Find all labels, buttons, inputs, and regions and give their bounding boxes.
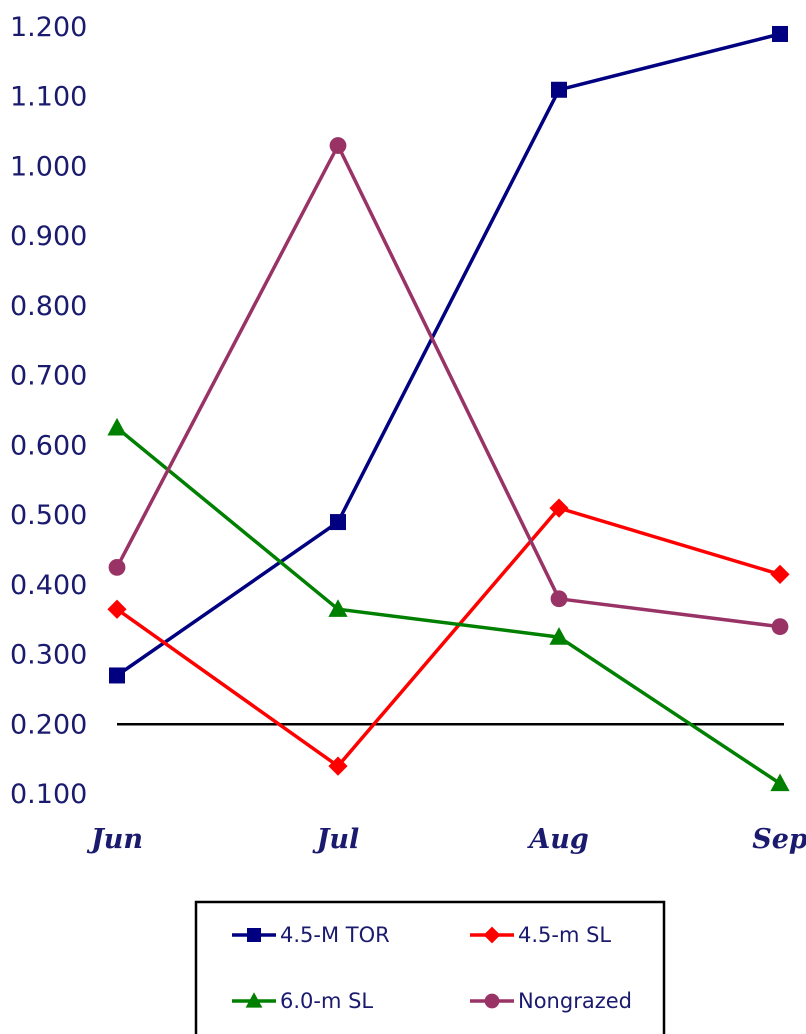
legend-marker-nongrazed bbox=[484, 993, 500, 1009]
legend: 4.5-M TOR 4.5-m SL 6.0-m SL Nongrazed bbox=[194, 900, 666, 1034]
y-tick-label: 0.500 bbox=[10, 500, 87, 531]
y-tick-label: 0.800 bbox=[10, 291, 87, 322]
x-tick-label: Sep bbox=[752, 824, 806, 855]
y-tick-label: 1.100 bbox=[10, 82, 87, 113]
data-point-4-5-m-tor bbox=[330, 514, 346, 531]
series-line-nongrazed bbox=[115, 143, 781, 629]
data-point-4-5-m-tor bbox=[772, 25, 788, 42]
legend-label: 4.5-m SL bbox=[518, 923, 611, 947]
data-point-4-5-m-sl bbox=[328, 756, 348, 776]
data-point-6-0-m-sl bbox=[328, 599, 348, 617]
series-line-4-5-m-sl bbox=[115, 506, 781, 768]
data-point-4-5-m-sl bbox=[107, 599, 127, 619]
y-axis-ticks: 0.100 0.200 0.300 0.400 0.500 0.600 0.700 0.800… bbox=[10, 12, 87, 810]
data-point-6-0-m-sl bbox=[770, 773, 790, 792]
x-axis-ticks: Jun Jul Aug Sep bbox=[86, 824, 806, 855]
series-lines bbox=[115, 32, 781, 785]
legend-marker-6-0-m-sl bbox=[245, 992, 263, 1008]
legend-box bbox=[194, 900, 666, 1034]
series-line-6-0-m-sl bbox=[115, 426, 781, 785]
legend-label: Nongrazed bbox=[518, 989, 632, 1013]
y-tick-label: 0.100 bbox=[10, 779, 87, 810]
legend-label: 4.5-M TOR bbox=[280, 923, 390, 947]
y-tick-label: 0.400 bbox=[10, 570, 87, 601]
y-tick-label: 0.200 bbox=[10, 709, 87, 740]
data-point-4-5-m-tor bbox=[551, 81, 567, 98]
x-tick-label: Jun bbox=[86, 824, 143, 855]
legend-label: 6.0-m SL bbox=[280, 989, 373, 1013]
y-tick-label: 1.200 bbox=[10, 12, 87, 43]
y-tick-label: 0.700 bbox=[10, 361, 87, 392]
data-point-6-0-m-sl bbox=[107, 417, 127, 436]
x-tick-label: Aug bbox=[526, 824, 588, 855]
data-point-nongrazed bbox=[108, 558, 126, 576]
y-tick-label: 0.300 bbox=[10, 640, 87, 671]
data-point-nongrazed bbox=[771, 618, 789, 636]
x-tick-label: Jul bbox=[312, 824, 360, 855]
data-point-nongrazed bbox=[329, 137, 347, 154]
data-point-4-5-m-sl bbox=[549, 498, 569, 518]
y-tick-label: 1.000 bbox=[10, 151, 87, 182]
y-tick-label: 0.600 bbox=[10, 430, 87, 461]
data-point-nongrazed bbox=[550, 590, 568, 608]
y-tick-label: 0.900 bbox=[10, 221, 87, 252]
legend-marker-4-5-m-tor bbox=[247, 928, 261, 942]
series-markers bbox=[107, 25, 790, 792]
legend-marker-4-5-m-sl bbox=[483, 926, 501, 944]
data-point-4-5-m-sl bbox=[770, 564, 790, 584]
data-point-4-5-m-tor bbox=[109, 667, 125, 684]
data-point-6-0-m-sl bbox=[549, 627, 569, 645]
series-line-4-5-m-tor bbox=[116, 32, 781, 677]
